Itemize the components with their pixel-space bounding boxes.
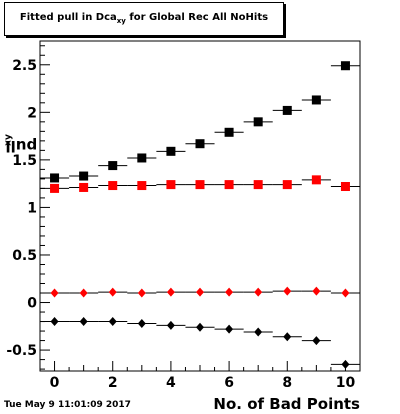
x-axis-label: No. of Bad Points bbox=[213, 395, 360, 413]
data-point bbox=[166, 180, 176, 190]
data-point bbox=[79, 317, 88, 327]
timestamp: Tue May 9 11:01:09 2017 bbox=[4, 400, 131, 410]
data-point bbox=[166, 146, 176, 156]
y-tick-label: 1.5 bbox=[12, 153, 37, 169]
axis-ticks: 0 2 4 6 8 10 -0.5 0 0.5 1 1.5 2 2.5 bbox=[6, 45, 361, 391]
data-point bbox=[283, 286, 292, 296]
y-tick-label: 0 bbox=[27, 296, 37, 312]
data-point bbox=[79, 182, 89, 192]
data-point bbox=[166, 320, 175, 330]
data-point bbox=[312, 286, 321, 296]
data-point bbox=[225, 287, 234, 297]
data-point bbox=[311, 95, 321, 105]
data-point bbox=[253, 180, 263, 190]
data-point bbox=[50, 173, 60, 183]
data-point bbox=[79, 288, 88, 298]
chart-title: Fitted pull in Dcaxy for Global Rec All … bbox=[19, 12, 269, 25]
data-point bbox=[195, 139, 205, 149]
data-markers bbox=[40, 61, 360, 369]
data-point bbox=[311, 175, 321, 185]
data-point bbox=[340, 61, 350, 71]
x-tick-label: 8 bbox=[282, 375, 292, 391]
x-tick-label: 6 bbox=[224, 375, 234, 391]
data-point bbox=[282, 105, 292, 115]
data-point bbox=[196, 322, 204, 332]
data-point bbox=[283, 332, 292, 342]
data-point bbox=[166, 287, 175, 297]
data-point bbox=[341, 359, 350, 369]
data-point bbox=[50, 183, 60, 193]
x-tick-label: 0 bbox=[50, 375, 60, 391]
y-tick-label: 2 bbox=[27, 105, 37, 121]
data-point bbox=[341, 288, 350, 298]
data-point bbox=[137, 318, 146, 328]
data-point bbox=[224, 127, 234, 137]
y-tick-label: 0.5 bbox=[12, 248, 37, 264]
data-point bbox=[50, 317, 59, 327]
data-point bbox=[196, 287, 204, 297]
data-point bbox=[312, 336, 321, 346]
x-tick-label: 10 bbox=[336, 375, 356, 391]
y-tick-label: 2.5 bbox=[12, 58, 37, 74]
data-point bbox=[282, 180, 292, 190]
data-point bbox=[108, 161, 118, 171]
data-point bbox=[137, 153, 147, 163]
data-point bbox=[224, 180, 234, 190]
data-point bbox=[108, 287, 117, 297]
data-point bbox=[254, 327, 263, 337]
y-tick-label: 1 bbox=[27, 200, 37, 216]
y-tick-label: -0.5 bbox=[6, 343, 37, 359]
title-box: Fitted pull in Dcaxy for Global Rec All … bbox=[4, 2, 284, 36]
data-point bbox=[225, 324, 234, 334]
data-point bbox=[50, 288, 59, 298]
data-point bbox=[108, 317, 117, 327]
data-point bbox=[195, 180, 205, 190]
data-point bbox=[253, 117, 263, 127]
x-tick-label: 2 bbox=[108, 375, 118, 391]
data-point bbox=[137, 288, 146, 298]
data-point bbox=[254, 287, 263, 297]
data-point bbox=[340, 182, 350, 192]
data-point bbox=[79, 171, 89, 181]
x-tick-label: 4 bbox=[166, 375, 176, 391]
data-point bbox=[137, 181, 147, 191]
data-point bbox=[108, 181, 118, 191]
